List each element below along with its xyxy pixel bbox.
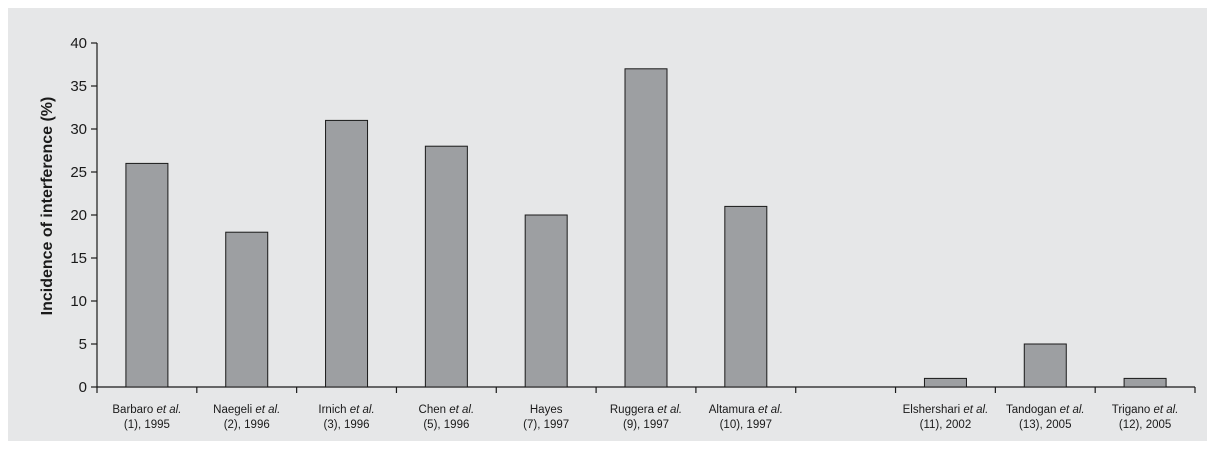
bar: [624, 68, 668, 388]
x-category-label: Elshershari et al.: [903, 404, 989, 416]
bars: [125, 68, 1167, 388]
y-tick-label: 30: [70, 121, 87, 138]
x-category-label: Barbaro et al.: [112, 404, 181, 416]
y-tick-label: 20: [70, 207, 87, 224]
x-category-label: Hayes: [530, 404, 563, 416]
x-category-sublabel: (10), 1997: [720, 419, 772, 431]
bar: [1023, 343, 1067, 388]
category-labels: Barbaro et al. (1), 1995 Naegeli et al. (2)…: [112, 404, 1178, 431]
y-tick-label: 40: [70, 35, 87, 52]
bar: [225, 231, 269, 388]
x-category-label: Chen et al.: [419, 404, 475, 416]
x-category-sublabel: (7), 1997: [523, 419, 569, 431]
x-category-sublabel: (12), 2005: [1119, 419, 1171, 431]
y-tick-label: 35: [70, 78, 87, 95]
x-category-label: Trigano et al.: [1112, 404, 1179, 416]
x-category-sublabel: (1), 1995: [124, 419, 170, 431]
x-category-label: Ruggera et al.: [610, 404, 682, 416]
bar-chart: 0 5 10 15 20 25 30 35 40 Barbaro et al. (1), 1995…: [39, 35, 1196, 431]
y-axis-label: Incidence of interference (%): [39, 97, 56, 316]
bar: [325, 119, 369, 388]
y-tick-label: 5: [79, 336, 87, 353]
y-tick-label: 15: [70, 250, 87, 267]
x-category-sublabel: (3), 1996: [324, 419, 370, 431]
x-category-sublabel: (13), 2005: [1019, 419, 1071, 431]
x-category-label: Tandogan et al.: [1006, 404, 1085, 416]
y-axis: 0 5 10 15 20 25 30 35 40: [70, 35, 98, 396]
chart-panel: 0 5 10 15 20 25 30 35 40 Barbaro et al. (1), 1995…: [8, 8, 1207, 441]
x-category-sublabel: (5), 1996: [423, 419, 469, 431]
y-tick-label: 10: [70, 293, 87, 310]
bar: [724, 205, 768, 388]
bar: [923, 377, 967, 388]
x-category-label: Irnich et al.: [318, 404, 374, 416]
y-tick-label: 0: [79, 379, 87, 396]
x-axis: [96, 386, 1196, 393]
y-tick-label: 25: [70, 164, 87, 181]
bar: [1123, 377, 1167, 388]
x-category-label: Naegeli et al.: [213, 404, 280, 416]
bar: [424, 145, 468, 388]
x-category-sublabel: (9), 1997: [623, 419, 669, 431]
bar: [524, 214, 568, 388]
bar: [125, 162, 169, 388]
x-category-sublabel: (2), 1996: [224, 419, 270, 431]
x-category-label: Altamura et al.: [709, 404, 783, 416]
x-category-sublabel: (11), 2002: [920, 419, 972, 431]
